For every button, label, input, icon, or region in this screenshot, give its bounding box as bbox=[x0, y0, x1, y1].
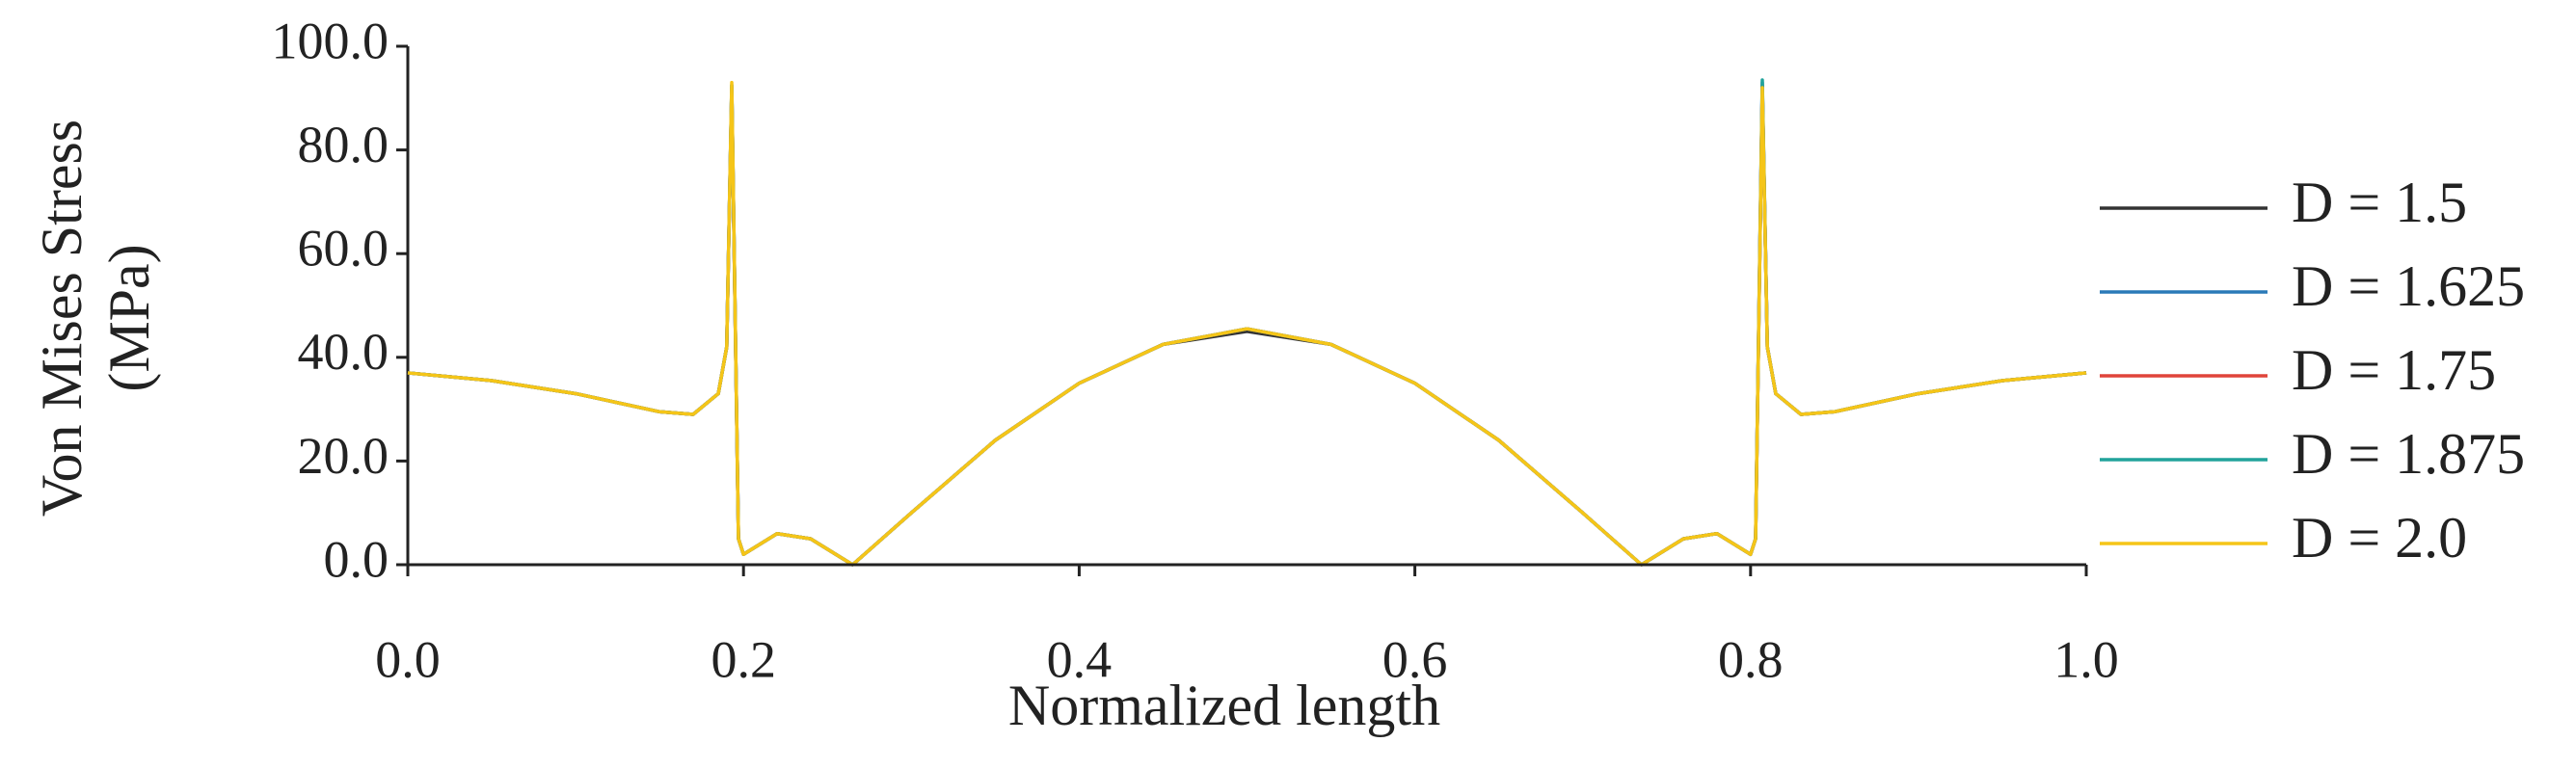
y-axis-label: Von Mises Stress bbox=[30, 119, 94, 517]
series-line bbox=[407, 83, 2087, 567]
series-line bbox=[407, 80, 2087, 567]
x-tick-label: 0.0 bbox=[375, 630, 441, 688]
series-line bbox=[407, 78, 2087, 567]
y-tick-label: 80.0 bbox=[298, 116, 389, 173]
series-line bbox=[407, 86, 2087, 567]
y-tick-label: 100.0 bbox=[272, 12, 389, 69]
x-tick-label: 0.4 bbox=[1047, 630, 1113, 688]
legend-label: D = 1.5 bbox=[2292, 171, 2467, 234]
x-axis-label: Normalized length bbox=[1008, 674, 1440, 737]
y-tick-label: 20.0 bbox=[298, 427, 389, 485]
series-line bbox=[407, 80, 2087, 567]
y-axis-label: (MPa) bbox=[97, 244, 161, 391]
legend-label: D = 1.625 bbox=[2292, 254, 2525, 318]
x-tick-label: 0.2 bbox=[711, 630, 776, 688]
y-tick-label: 0.0 bbox=[324, 530, 389, 588]
legend-label: D = 1.875 bbox=[2292, 422, 2525, 486]
legend-label: D = 2.0 bbox=[2292, 506, 2467, 570]
x-tick-label: 1.0 bbox=[2053, 630, 2119, 688]
y-tick-label: 60.0 bbox=[298, 220, 389, 278]
y-tick-label: 40.0 bbox=[298, 323, 389, 381]
x-tick-label: 0.8 bbox=[1718, 630, 1784, 688]
legend-label: D = 1.75 bbox=[2292, 338, 2496, 402]
x-tick-label: 0.6 bbox=[1382, 630, 1448, 688]
